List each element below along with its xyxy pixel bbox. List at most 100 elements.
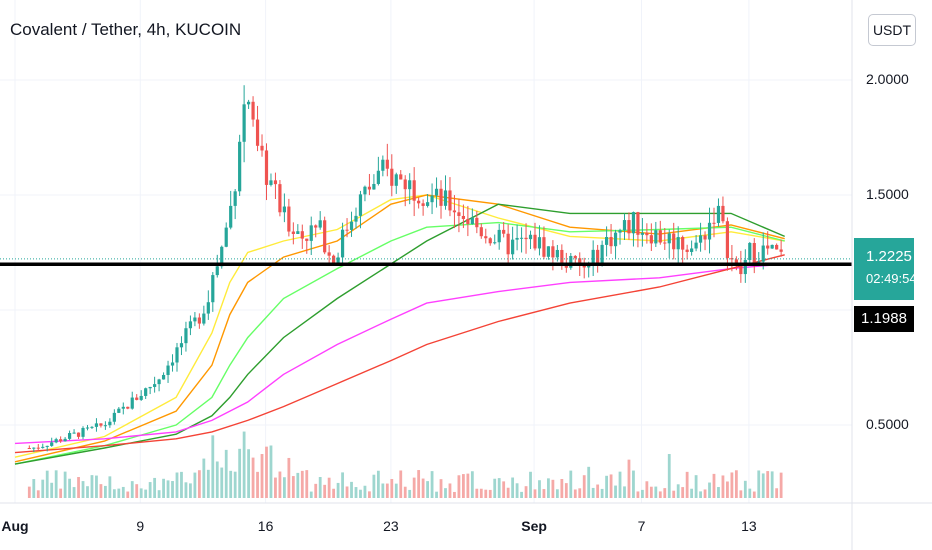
volume-bar — [381, 483, 385, 498]
candle-body — [457, 212, 461, 216]
volume-bar — [112, 489, 116, 498]
candle-body — [739, 263, 743, 275]
candle-body — [779, 249, 783, 252]
volume-bar — [72, 487, 76, 498]
candle-body — [681, 237, 685, 250]
volume-bar — [645, 481, 649, 498]
volume-bar — [202, 458, 206, 498]
candle-body — [421, 203, 425, 206]
volume-bar — [238, 448, 242, 498]
candle-body — [318, 220, 322, 228]
volume-bar — [157, 490, 161, 498]
volume-bar — [493, 478, 497, 498]
candle-body — [766, 245, 770, 249]
candle-body — [54, 439, 58, 443]
moving-average-line-6 — [14, 254, 785, 454]
candle-body — [251, 101, 255, 120]
price-tick-label: 0.5000 — [866, 416, 909, 432]
candle-body — [690, 248, 694, 252]
volume-bar — [721, 475, 725, 498]
volume-bar — [332, 488, 336, 498]
volume-bar — [291, 476, 295, 498]
volume-bar — [591, 487, 595, 498]
volume-bar — [757, 470, 761, 498]
candle-body — [627, 220, 631, 234]
candle-body — [264, 150, 269, 185]
volume-bar — [135, 484, 139, 498]
volume-bar — [385, 483, 389, 498]
volume-bar — [376, 470, 380, 498]
volume-bar — [323, 484, 327, 498]
candle-body — [99, 423, 103, 426]
volume-bar — [408, 489, 412, 498]
candle-body — [609, 236, 613, 247]
candle-body — [85, 427, 90, 429]
volume-bar — [564, 483, 568, 498]
candle-body — [448, 190, 452, 211]
volume-bar — [59, 488, 63, 498]
time-tick-label: 7 — [637, 518, 646, 534]
volume-bar — [350, 481, 353, 498]
volume-bar — [672, 490, 676, 498]
candle-body — [170, 362, 175, 366]
candle-body — [390, 168, 394, 186]
volume-bar — [636, 491, 640, 498]
candle-body — [663, 242, 667, 244]
candle-body — [323, 220, 327, 253]
candle-body — [354, 215, 358, 222]
volume-bar — [426, 481, 429, 498]
currency-button[interactable]: USDT — [868, 14, 916, 46]
candle-body — [273, 180, 278, 185]
candle-body — [591, 249, 595, 264]
volume-bar — [242, 431, 246, 498]
moving-average-line-5 — [14, 263, 785, 445]
volume-bar — [166, 480, 170, 498]
candle-body — [345, 229, 349, 231]
candle-body — [721, 205, 725, 222]
volume-bar — [484, 489, 488, 498]
volume-bar — [144, 489, 148, 498]
candle-body — [596, 249, 600, 265]
volume-bar — [368, 491, 371, 498]
volume-bar — [359, 489, 362, 498]
candle-body — [573, 255, 577, 259]
candle-body — [296, 231, 300, 234]
volume-bar — [779, 472, 783, 498]
volume-bar — [189, 483, 192, 498]
candle-body — [246, 101, 251, 105]
volume-bar — [448, 483, 452, 498]
bar-countdown: 02:49:54 — [866, 271, 917, 286]
candle-body — [685, 249, 689, 252]
price-levels — [0, 258, 852, 267]
volume-bar — [533, 489, 537, 498]
volume-bar — [296, 472, 300, 498]
volume-bar — [345, 486, 349, 498]
candle-body — [161, 374, 166, 380]
volume-bar — [658, 491, 662, 498]
candle-body — [618, 230, 622, 233]
candle-body — [381, 159, 385, 171]
volume-bar — [318, 477, 322, 498]
volume-bar — [529, 471, 532, 498]
candle-body — [385, 159, 389, 169]
volume-bar — [171, 481, 174, 498]
candle-body — [157, 379, 161, 385]
moving-average-line-1 — [14, 194, 785, 458]
candle-body — [542, 237, 546, 257]
candle-body — [488, 238, 492, 244]
candle-body — [757, 261, 761, 264]
volume-bar — [515, 483, 519, 498]
volume-bar — [475, 488, 479, 498]
volume-bar — [600, 488, 604, 498]
candle-body — [555, 249, 559, 258]
volume-bar — [309, 491, 313, 498]
volume-bar — [694, 475, 698, 498]
candle-body — [533, 234, 537, 249]
candle-body — [600, 244, 604, 265]
time-tick-label: 9 — [136, 518, 145, 534]
candle-body — [126, 406, 130, 409]
volume-bar — [717, 487, 720, 498]
candle-body — [336, 257, 340, 263]
volume-bar — [640, 489, 644, 498]
